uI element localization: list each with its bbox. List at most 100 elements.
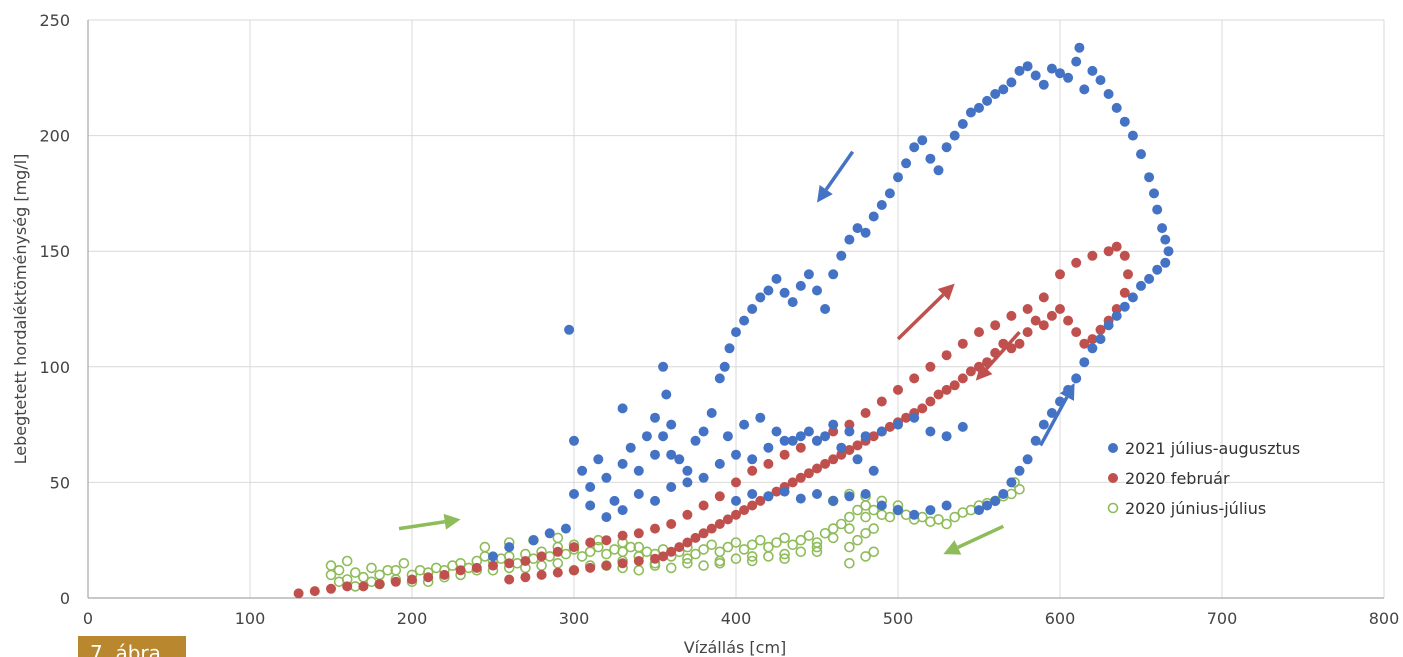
data-point xyxy=(439,569,450,580)
data-point xyxy=(844,419,855,430)
data-point xyxy=(1038,320,1049,331)
data-point xyxy=(569,489,579,499)
trend-arrow xyxy=(943,524,1005,555)
data-point xyxy=(1163,246,1174,257)
data-point xyxy=(812,435,822,446)
data-point xyxy=(860,431,871,442)
data-point xyxy=(601,535,612,546)
data-point xyxy=(1046,63,1057,74)
data-point xyxy=(1087,334,1098,345)
data-point xyxy=(471,562,482,573)
data-point xyxy=(844,491,855,502)
data-point xyxy=(1119,116,1130,127)
data-point xyxy=(747,489,758,499)
data-point xyxy=(746,551,758,562)
data-point xyxy=(1038,79,1049,90)
data-point xyxy=(730,553,742,565)
data-point xyxy=(771,537,782,548)
data-point xyxy=(852,454,863,465)
arrow-shaft xyxy=(957,524,1005,549)
data-point xyxy=(803,530,815,541)
data-point xyxy=(827,532,839,544)
data-point xyxy=(714,491,725,502)
data-point xyxy=(852,440,863,451)
data-point xyxy=(633,528,644,539)
data-point xyxy=(755,412,766,423)
data-point xyxy=(625,541,637,553)
data-point xyxy=(398,557,410,569)
data-point xyxy=(836,442,847,453)
data-point xyxy=(633,541,645,553)
data-point xyxy=(1160,234,1171,245)
data-point xyxy=(811,541,823,553)
data-point xyxy=(617,558,628,569)
data-point xyxy=(901,412,912,423)
data-point xyxy=(1160,257,1171,268)
data-point xyxy=(1030,70,1041,81)
data-point xyxy=(576,551,588,562)
data-point xyxy=(731,449,741,460)
data-point xyxy=(739,419,750,430)
data-point xyxy=(488,551,498,562)
x-tick-label: 500 xyxy=(883,609,914,628)
data-point xyxy=(1111,241,1122,252)
data-point xyxy=(617,505,628,516)
data-point xyxy=(941,142,952,153)
data-point xyxy=(974,505,984,516)
data-point xyxy=(949,380,960,391)
tick-labels: 0 100 200 300 400 500 600 700 800 0 50 100 150 200 250 xyxy=(39,11,1399,628)
data-point xyxy=(998,489,1009,499)
data-point xyxy=(820,431,831,442)
data-point xyxy=(569,435,579,446)
legend-marker xyxy=(1108,473,1118,483)
data-point xyxy=(1079,84,1090,95)
data-point xyxy=(965,107,976,118)
data-point xyxy=(1014,338,1025,349)
data-point xyxy=(844,511,855,523)
data-point xyxy=(1030,315,1041,326)
data-point xyxy=(1136,149,1146,160)
trend-arrows xyxy=(398,150,1075,555)
data-point xyxy=(860,408,871,418)
data-point xyxy=(479,541,491,553)
data-point xyxy=(650,495,660,506)
data-point xyxy=(698,426,709,437)
y-tick-label: 0 xyxy=(60,589,70,608)
data-point xyxy=(536,560,547,571)
x-axis-title: Vízállás [cm] xyxy=(684,638,787,657)
y-tick-label: 250 xyxy=(39,11,70,30)
data-point xyxy=(325,560,337,571)
data-point xyxy=(739,505,750,516)
data-point xyxy=(739,315,750,326)
data-point xyxy=(868,431,879,442)
data-point xyxy=(844,445,855,455)
data-point xyxy=(358,581,369,592)
data-point xyxy=(342,581,353,592)
data-point xyxy=(366,562,377,574)
data-point xyxy=(763,285,774,296)
y-tick-label: 200 xyxy=(39,127,70,146)
data-point xyxy=(1111,310,1122,321)
data-point xyxy=(682,465,693,476)
data-point xyxy=(1014,465,1025,476)
data-point xyxy=(779,435,790,446)
data-point xyxy=(1006,477,1017,488)
data-point xyxy=(528,535,539,546)
data-point xyxy=(893,419,903,430)
legend-marker xyxy=(1108,443,1118,453)
data-point xyxy=(893,172,903,183)
data-point xyxy=(860,551,871,562)
data-point xyxy=(990,89,1001,99)
data-point xyxy=(1119,250,1130,261)
data-point xyxy=(698,544,709,555)
data-point xyxy=(844,234,855,245)
data-point xyxy=(698,472,709,483)
data-point xyxy=(755,292,766,303)
data-point xyxy=(803,269,814,280)
data-point xyxy=(1055,68,1065,79)
data-point xyxy=(1071,257,1082,268)
data-point xyxy=(836,449,847,460)
data-point xyxy=(812,463,822,474)
x-tick-label: 100 xyxy=(235,609,266,628)
data-point xyxy=(592,541,604,553)
